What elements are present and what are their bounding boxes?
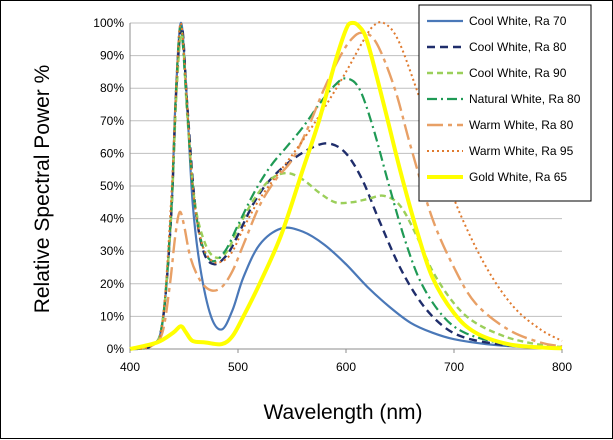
y-tick-label: 10% (100, 309, 124, 323)
series-line-7 (129, 20, 563, 351)
y-tick-label: 60% (100, 146, 124, 160)
y-tick-label: 0% (107, 342, 125, 356)
y-axis-title: Relative Spectral Power % (31, 65, 54, 314)
y-tick-label: 20% (100, 277, 124, 291)
x-tick-label: 800 (552, 360, 572, 374)
legend-label: Warm White, Ra 80 (469, 118, 574, 132)
legend-label: Cool White, Ra 70 (469, 14, 567, 28)
y-tick-label: 100% (93, 16, 124, 30)
y-tick-label: 90% (100, 49, 124, 63)
legend-label: Gold White, Ra 65 (469, 170, 567, 184)
y-tick-label: 70% (100, 114, 124, 128)
legend-label: Cool White, Ra 90 (469, 66, 567, 80)
series-line-4 (129, 25, 563, 351)
legend-label: Natural White, Ra 80 (469, 92, 581, 106)
x-axis-ticks: 400 500 600 700 800 (120, 349, 572, 374)
y-tick-label: 30% (100, 244, 124, 258)
series-line-5 (129, 31, 563, 351)
legend-label: Cool White, Ra 80 (469, 40, 567, 54)
x-axis-title: Wavelength (nm) (263, 401, 422, 424)
x-tick-label: 700 (444, 360, 464, 374)
y-tick-label: 40% (100, 212, 124, 226)
x-tick-label: 400 (120, 360, 140, 374)
y-tick-label: 50% (100, 179, 124, 193)
x-tick-label: 500 (228, 360, 248, 374)
legend: Cool White, Ra 70 Cool White, Ra 80 Cool W… (418, 4, 592, 202)
y-axis-ticks: 0% 10% 20% 30% 40% 50% 60% 70% 80% 90% 100% (93, 16, 124, 356)
series-line-6 (129, 21, 563, 350)
legend-box (418, 4, 592, 202)
series-lines (129, 20, 563, 351)
y-tick-label: 80% (100, 81, 124, 95)
x-tick-label: 600 (336, 360, 356, 374)
legend-label: Warm White, Ra 95 (469, 144, 574, 158)
